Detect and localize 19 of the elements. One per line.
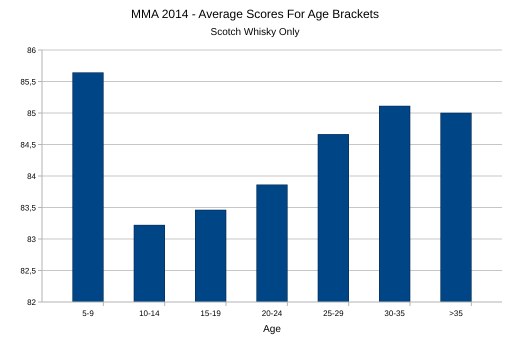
y-tick-label: 85,5 <box>20 77 37 86</box>
x-tick-label: 30-35 <box>384 309 406 318</box>
chart-title: MMA 2014 - Average Scores For Age Brackets <box>131 7 379 21</box>
y-tick-label: 84,5 <box>20 140 37 150</box>
x-tick-label: >35 <box>449 309 464 318</box>
x-axis-title: Age <box>263 324 282 335</box>
x-tick-label: 20-24 <box>262 309 283 318</box>
y-tick-label: 83,5 <box>20 203 37 212</box>
y-tick-label: 84 <box>27 172 37 181</box>
y-tick-label: 85 <box>27 108 37 118</box>
y-tick-label: 86 <box>27 46 37 55</box>
y-tick-label: 82 <box>27 298 37 307</box>
x-tick-label: 5-9 <box>82 309 94 318</box>
chart-subtitle: Scotch Whisky Only <box>210 27 300 38</box>
y-tick-label: 82,5 <box>20 266 37 276</box>
y-tick-label: 83 <box>27 234 37 244</box>
x-tick-label: 15-19 <box>200 309 222 318</box>
x-tick-label: 25-29 <box>323 309 344 318</box>
x-tick-label: 10-14 <box>139 309 160 318</box>
